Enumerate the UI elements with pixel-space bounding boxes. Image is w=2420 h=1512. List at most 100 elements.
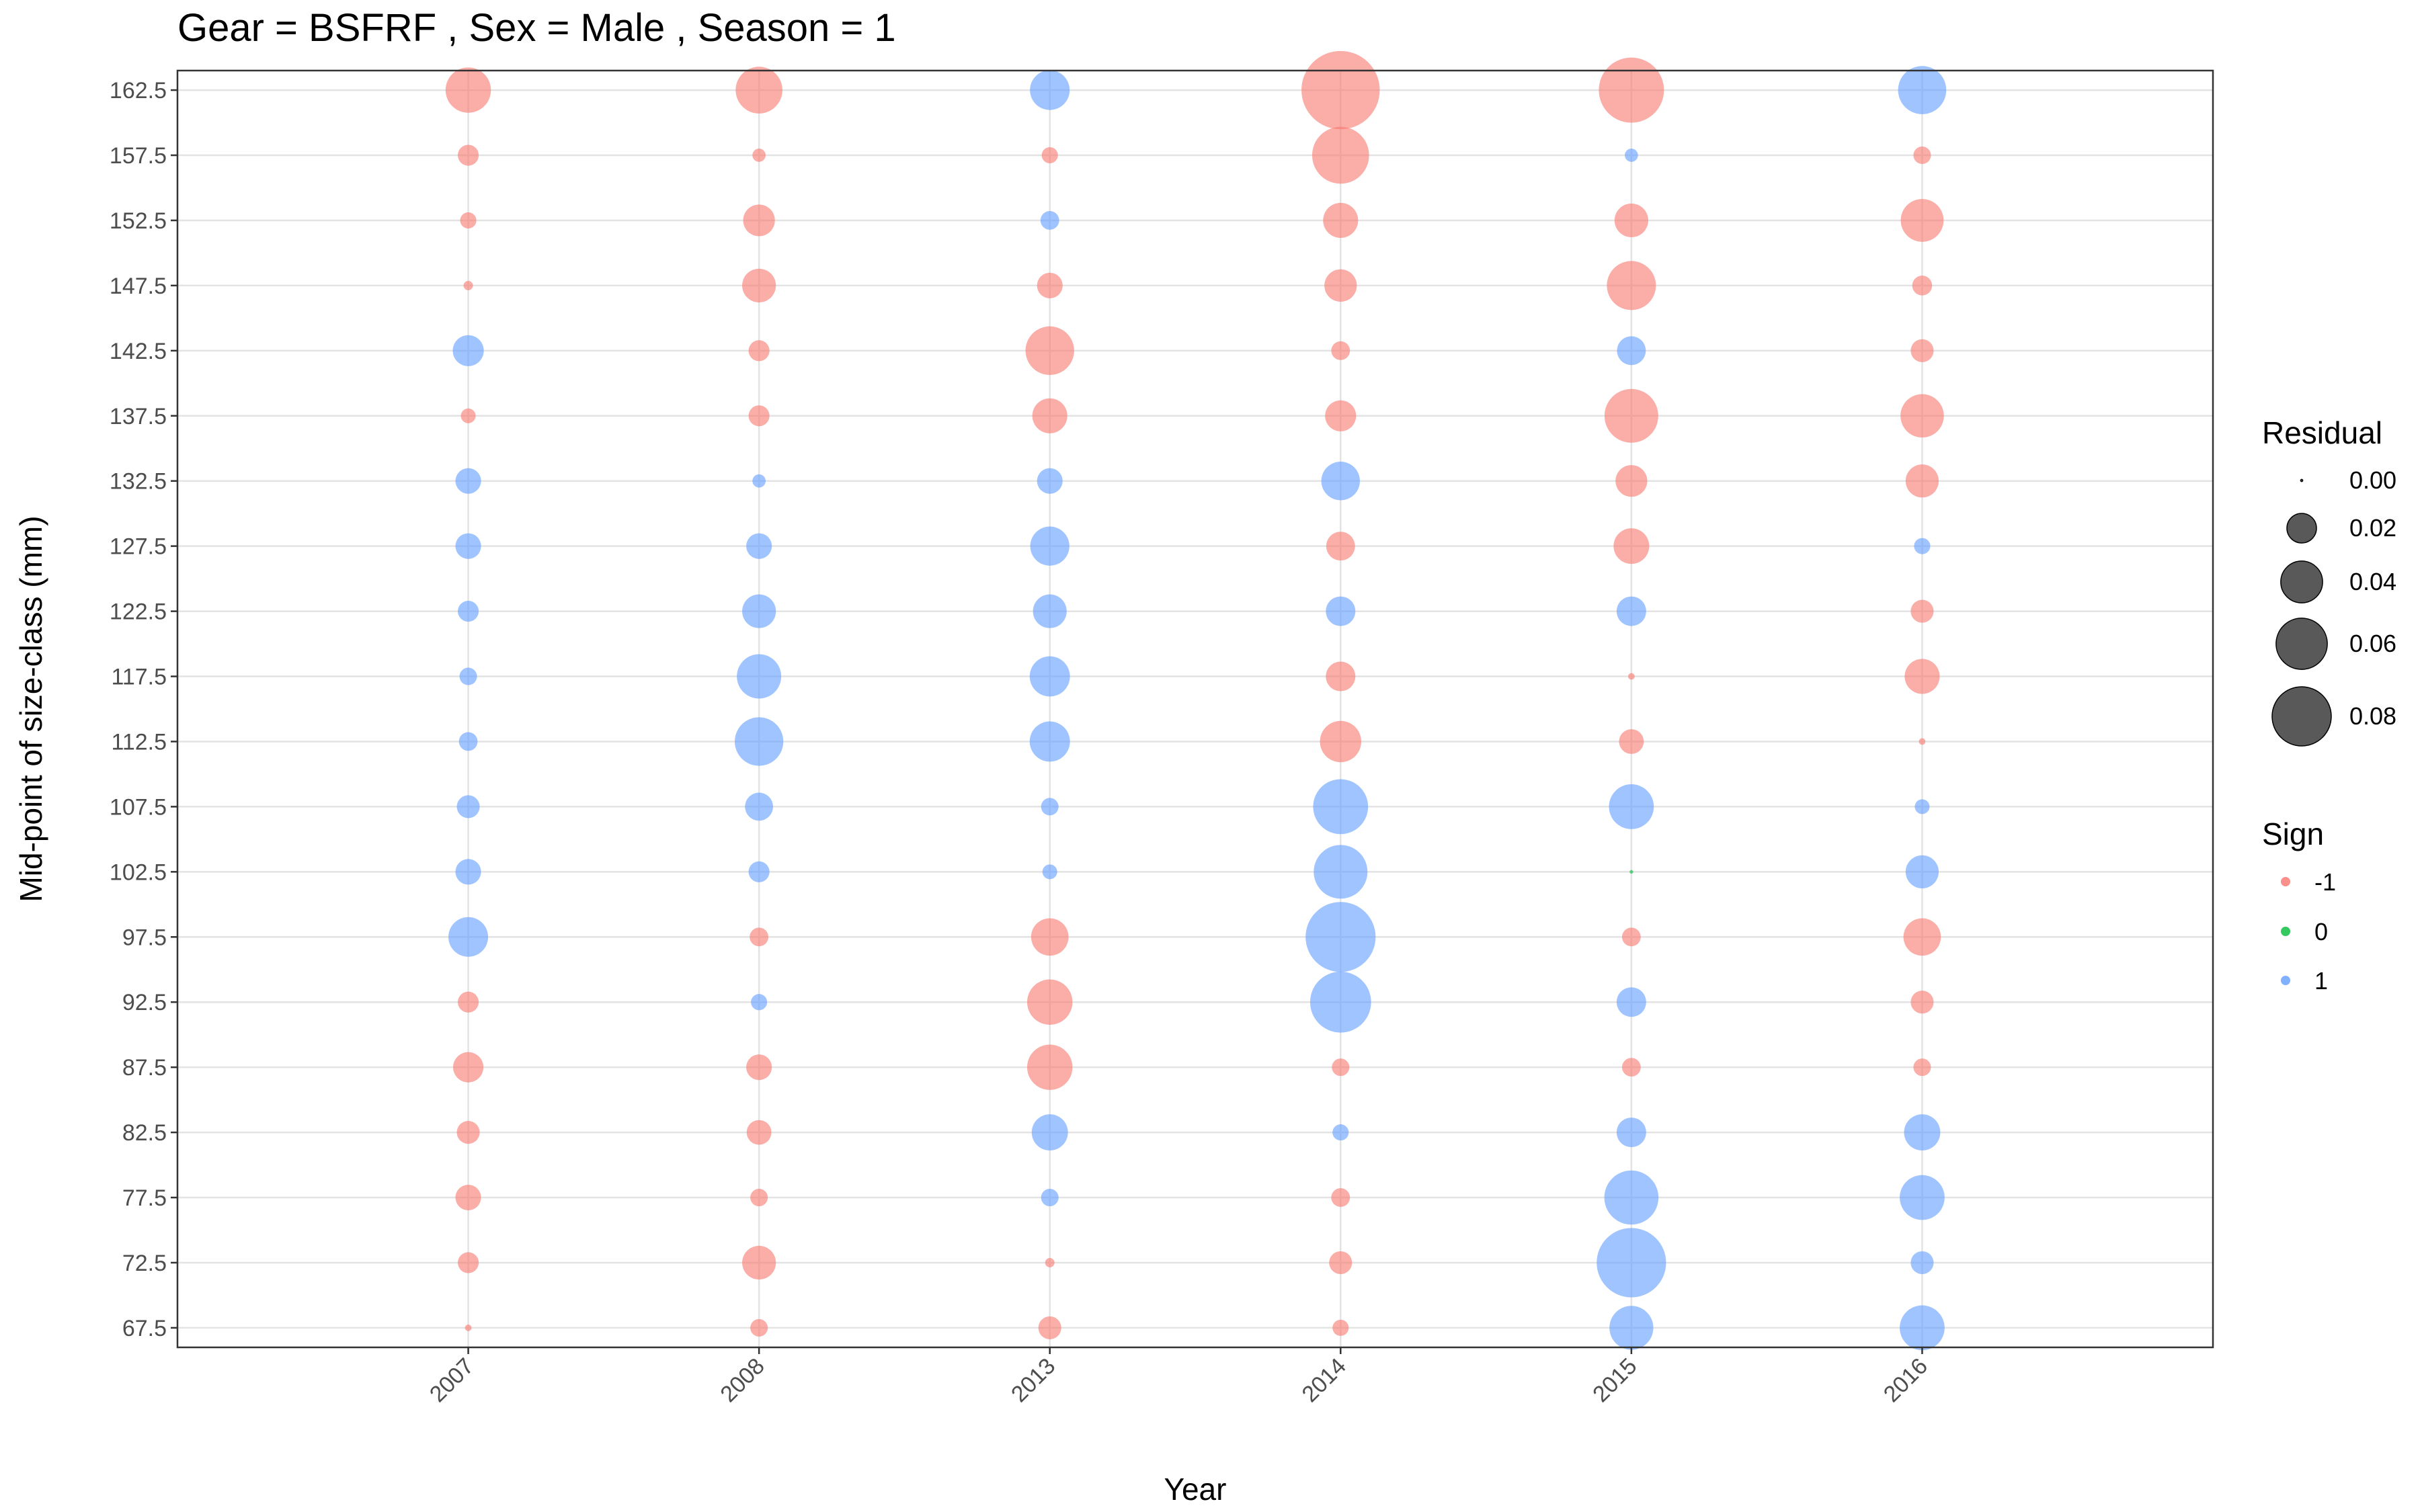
bubble-2015-142.5 [1617,336,1646,366]
bubble-2008-107.5 [745,792,774,821]
bubble-2015-132.5 [1615,465,1648,497]
bubble-2014-132.5 [1321,462,1360,501]
y-tick-label: 157.5 [110,143,167,169]
x-axis-title: Year [1164,1472,1227,1507]
bubble-2013-132.5 [1037,468,1063,494]
y-tick-label: 152.5 [110,208,167,234]
size-legend-label: 0.00 [2349,466,2396,494]
bubble-2008-82.5 [746,1120,772,1145]
size-legend-label: 0.02 [2349,514,2396,542]
bubble-2014-112.5 [1320,720,1362,763]
bubble-2015-127.5 [1613,528,1650,564]
bubble-2008-152.5 [743,204,775,237]
bubble-2013-137.5 [1032,398,1067,433]
y-tick-label: 122.5 [110,599,167,625]
bubble-2014-97.5 [1305,902,1376,972]
bubble-2014-152.5 [1323,202,1359,238]
y-tick-label: 77.5 [122,1185,167,1211]
y-tick-label: 112.5 [111,729,167,755]
bubble-2008-122.5 [742,594,776,628]
bubble-2007-142.5 [452,335,484,366]
bubble-2013-92.5 [1026,979,1073,1025]
y-tick-label: 97.5 [122,925,167,950]
bubble-2016-77.5 [1900,1175,1945,1220]
bubble-2013-87.5 [1026,1044,1073,1090]
bubble-2007-102.5 [455,859,481,885]
legend: Residual 0.00 0.02 0.04 0.06 0.08 Sign -1 0 1 [2262,415,2396,995]
y-tick-label: 92.5 [122,990,167,1015]
bubble-2013-142.5 [1025,326,1074,375]
bubble-2008-147.5 [742,268,776,302]
x-tick-label: 2016 [1879,1353,1933,1407]
y-tick-label: 67.5 [122,1316,167,1341]
bubble-2008-97.5 [750,927,769,947]
color-legend-label: 1 [2314,967,2328,995]
bubble-2015-92.5 [1616,987,1646,1017]
bubble-2007-132.5 [455,468,481,494]
bubble-2015-157.5 [1625,149,1638,162]
bubble-2014-77.5 [1331,1188,1350,1207]
color-legend-label: -1 [2314,868,2336,896]
bubble-2007-127.5 [455,533,481,559]
bubble-2007-87.5 [453,1052,484,1083]
bubble-2014-127.5 [1326,532,1355,561]
bubble-2008-137.5 [748,405,770,427]
bubble-2015-107.5 [1609,784,1654,829]
plot-border [176,69,2214,1349]
bubble-2008-162.5 [735,67,782,114]
plot-panel [177,71,2213,1347]
x-tick-label: 2014 [1297,1353,1351,1407]
bubble-2016-157.5 [1913,146,1931,165]
bubble-2014-82.5 [1332,1124,1349,1141]
bubble-2016-122.5 [1910,599,1934,623]
chart-title: Gear = BSFRF , Sex = Male , Season = 1 [177,6,896,50]
x-tick-label: 2008 [715,1353,769,1407]
bubble-2007-137.5 [460,408,476,423]
bubble-2008-142.5 [748,340,770,362]
color-legend-key [2281,877,2290,886]
bubble-2008-72.5 [742,1245,776,1280]
bubble-2015-117.5 [1627,673,1635,680]
color-legend-title: Sign [2262,816,2324,851]
size-legend-label: 0.04 [2349,568,2396,595]
bubble-2013-102.5 [1042,864,1057,880]
size-legend-title: Residual [2262,415,2382,450]
size-legend-key [2275,618,2328,670]
bubble-2016-107.5 [1914,799,1930,814]
bubble-2016-102.5 [1905,855,1939,888]
bubble-2014-142.5 [1331,341,1350,360]
bubble-2015-77.5 [1604,1170,1659,1225]
bubble-2008-117.5 [737,654,782,699]
x-axis: 2007 2008 2013 2014 2015 2016 [425,1347,1933,1407]
grid-layer [177,71,2213,1347]
bubble-2013-117.5 [1029,656,1070,697]
x-tick-label: 2013 [1006,1353,1060,1407]
bubble-2007-162.5 [445,67,491,113]
bubble-2008-67.5 [750,1318,768,1337]
bubble-2016-142.5 [1910,339,1934,362]
size-legend-label: 0.08 [2349,702,2396,730]
y-tick-label: 82.5 [122,1120,167,1146]
bubble-2015-147.5 [1607,261,1656,310]
bubble-2008-77.5 [750,1189,768,1207]
bubble-2016-92.5 [1910,991,1934,1014]
color-legend-key [2281,976,2290,985]
bubble-2013-162.5 [1030,70,1070,110]
size-legend-key [2300,478,2304,482]
bubble-2016-87.5 [1913,1058,1931,1077]
bubble-2007-67.5 [465,1324,472,1331]
size-legend-key [2280,560,2323,603]
bubble-2007-122.5 [458,601,479,622]
bubble-2014-92.5 [1309,971,1371,1033]
bubble-2014-122.5 [1326,596,1356,626]
bubble-2016-162.5 [1898,66,1947,114]
bubble-2014-87.5 [1332,1058,1350,1077]
bubble-2016-152.5 [1900,199,1944,242]
bubble-2013-77.5 [1041,1189,1059,1207]
bubble-2015-162.5 [1599,57,1664,123]
bubble-2008-127.5 [746,533,772,559]
y-tick-label: 72.5 [122,1251,167,1276]
bubble-2013-97.5 [1031,918,1069,956]
bubble-2013-122.5 [1033,594,1067,628]
